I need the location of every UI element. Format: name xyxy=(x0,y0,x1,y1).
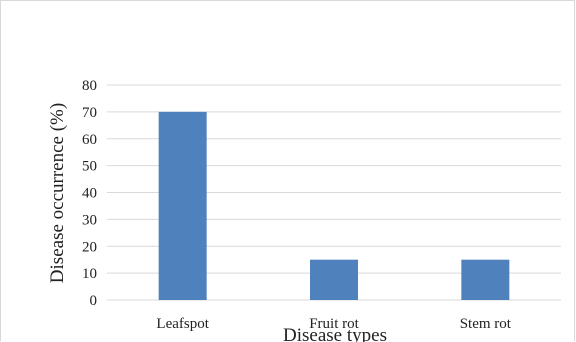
y-tick-label: 0 xyxy=(90,293,98,309)
y-axis-title: Disease occurrence (%) xyxy=(47,103,68,283)
bar-leafspot xyxy=(158,111,207,300)
x-axis-title: Disease types xyxy=(283,325,387,342)
x-tick-label: Stem rot xyxy=(460,316,512,332)
x-tick-label: Leafspot xyxy=(156,316,209,332)
y-tick-label: 70 xyxy=(82,105,97,121)
y-tick-label: 40 xyxy=(82,186,97,202)
y-tick-label: 30 xyxy=(82,212,97,228)
bars xyxy=(158,111,510,300)
bar-stem-rot xyxy=(461,259,510,300)
x-tick-label: Fruit rot xyxy=(309,316,359,332)
bar-fruit-rot xyxy=(310,259,358,300)
y-tick-label: 50 xyxy=(82,159,97,175)
y-tick-labels: 0 10 20 30 40 50 60 70 80 xyxy=(82,78,97,309)
y-tick-label: 60 xyxy=(82,132,97,148)
x-tick-labels: Leafspot Fruit rot Stem rot xyxy=(156,316,511,332)
y-tick-label: 80 xyxy=(82,78,97,94)
y-tick-label: 20 xyxy=(82,239,97,255)
y-tick-label: 10 xyxy=(82,266,97,282)
